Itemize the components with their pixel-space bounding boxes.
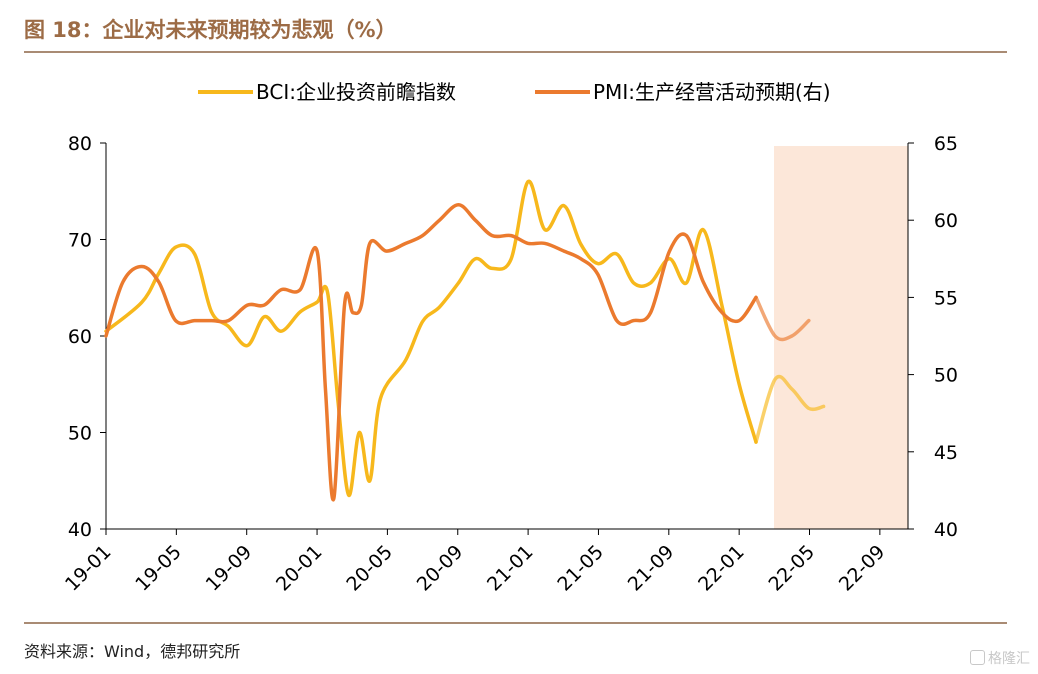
y-right-tick-label: 40 xyxy=(934,519,958,541)
chart-title: 图 18：企业对未来预期较为悲观（%） xyxy=(24,18,397,42)
legend-label-bci: BCI:企业投资前瞻指数 xyxy=(256,80,456,104)
x-tick-label: 20-09 xyxy=(413,541,468,596)
shaded-forecast-region xyxy=(774,146,908,529)
x-tick-label: 22-01 xyxy=(694,541,749,596)
title-divider xyxy=(24,51,1007,53)
y-right-tick-label: 50 xyxy=(934,365,958,387)
watermark-logo-icon xyxy=(970,650,985,665)
x-tick-label: 20-01 xyxy=(272,541,327,596)
series-line-pmi-shaded xyxy=(754,295,811,342)
x-tick-label: 20-05 xyxy=(342,541,397,596)
y-right-tick-label: 65 xyxy=(934,133,958,155)
y-left-tick-label: 50 xyxy=(68,423,92,445)
watermark: 格隆汇 xyxy=(970,648,1030,668)
x-tick-label: 21-01 xyxy=(483,541,538,596)
source-divider xyxy=(24,622,1007,624)
watermark-text: 格隆汇 xyxy=(988,651,1030,667)
y-left-tick-label: 70 xyxy=(68,230,92,252)
y-left-tick-label: 80 xyxy=(68,133,92,155)
y-right-tick-label: 55 xyxy=(934,287,958,309)
x-tick-label: 21-09 xyxy=(624,541,679,596)
x-tick-label: 21-05 xyxy=(553,541,608,596)
y-left-tick-label: 60 xyxy=(68,326,92,348)
x-tick-label: 22-09 xyxy=(835,541,890,596)
x-tick-label: 19-05 xyxy=(131,541,186,596)
x-tick-label: 19-01 xyxy=(61,541,116,596)
x-tick-label: 19-09 xyxy=(202,541,257,596)
chart-legend: BCI:企业投资前瞻指数 PMI:生产经营活动预期(右) xyxy=(198,80,831,104)
legend-label-pmi: PMI:生产经营活动预期(右) xyxy=(593,80,831,104)
series-line-bci-shaded xyxy=(754,374,826,444)
series-line-bci xyxy=(104,179,758,497)
y-left-tick-label: 40 xyxy=(68,519,92,541)
source-note: 资料来源：Wind，德邦研究所 xyxy=(24,642,241,661)
y-right-tick-label: 45 xyxy=(934,442,958,464)
shaded-region-rect xyxy=(774,146,908,529)
y-right-tick-label: 60 xyxy=(934,210,958,232)
chart-series xyxy=(104,179,826,502)
x-tick-label: 22-05 xyxy=(764,541,819,596)
series-line-pmi xyxy=(104,203,758,502)
